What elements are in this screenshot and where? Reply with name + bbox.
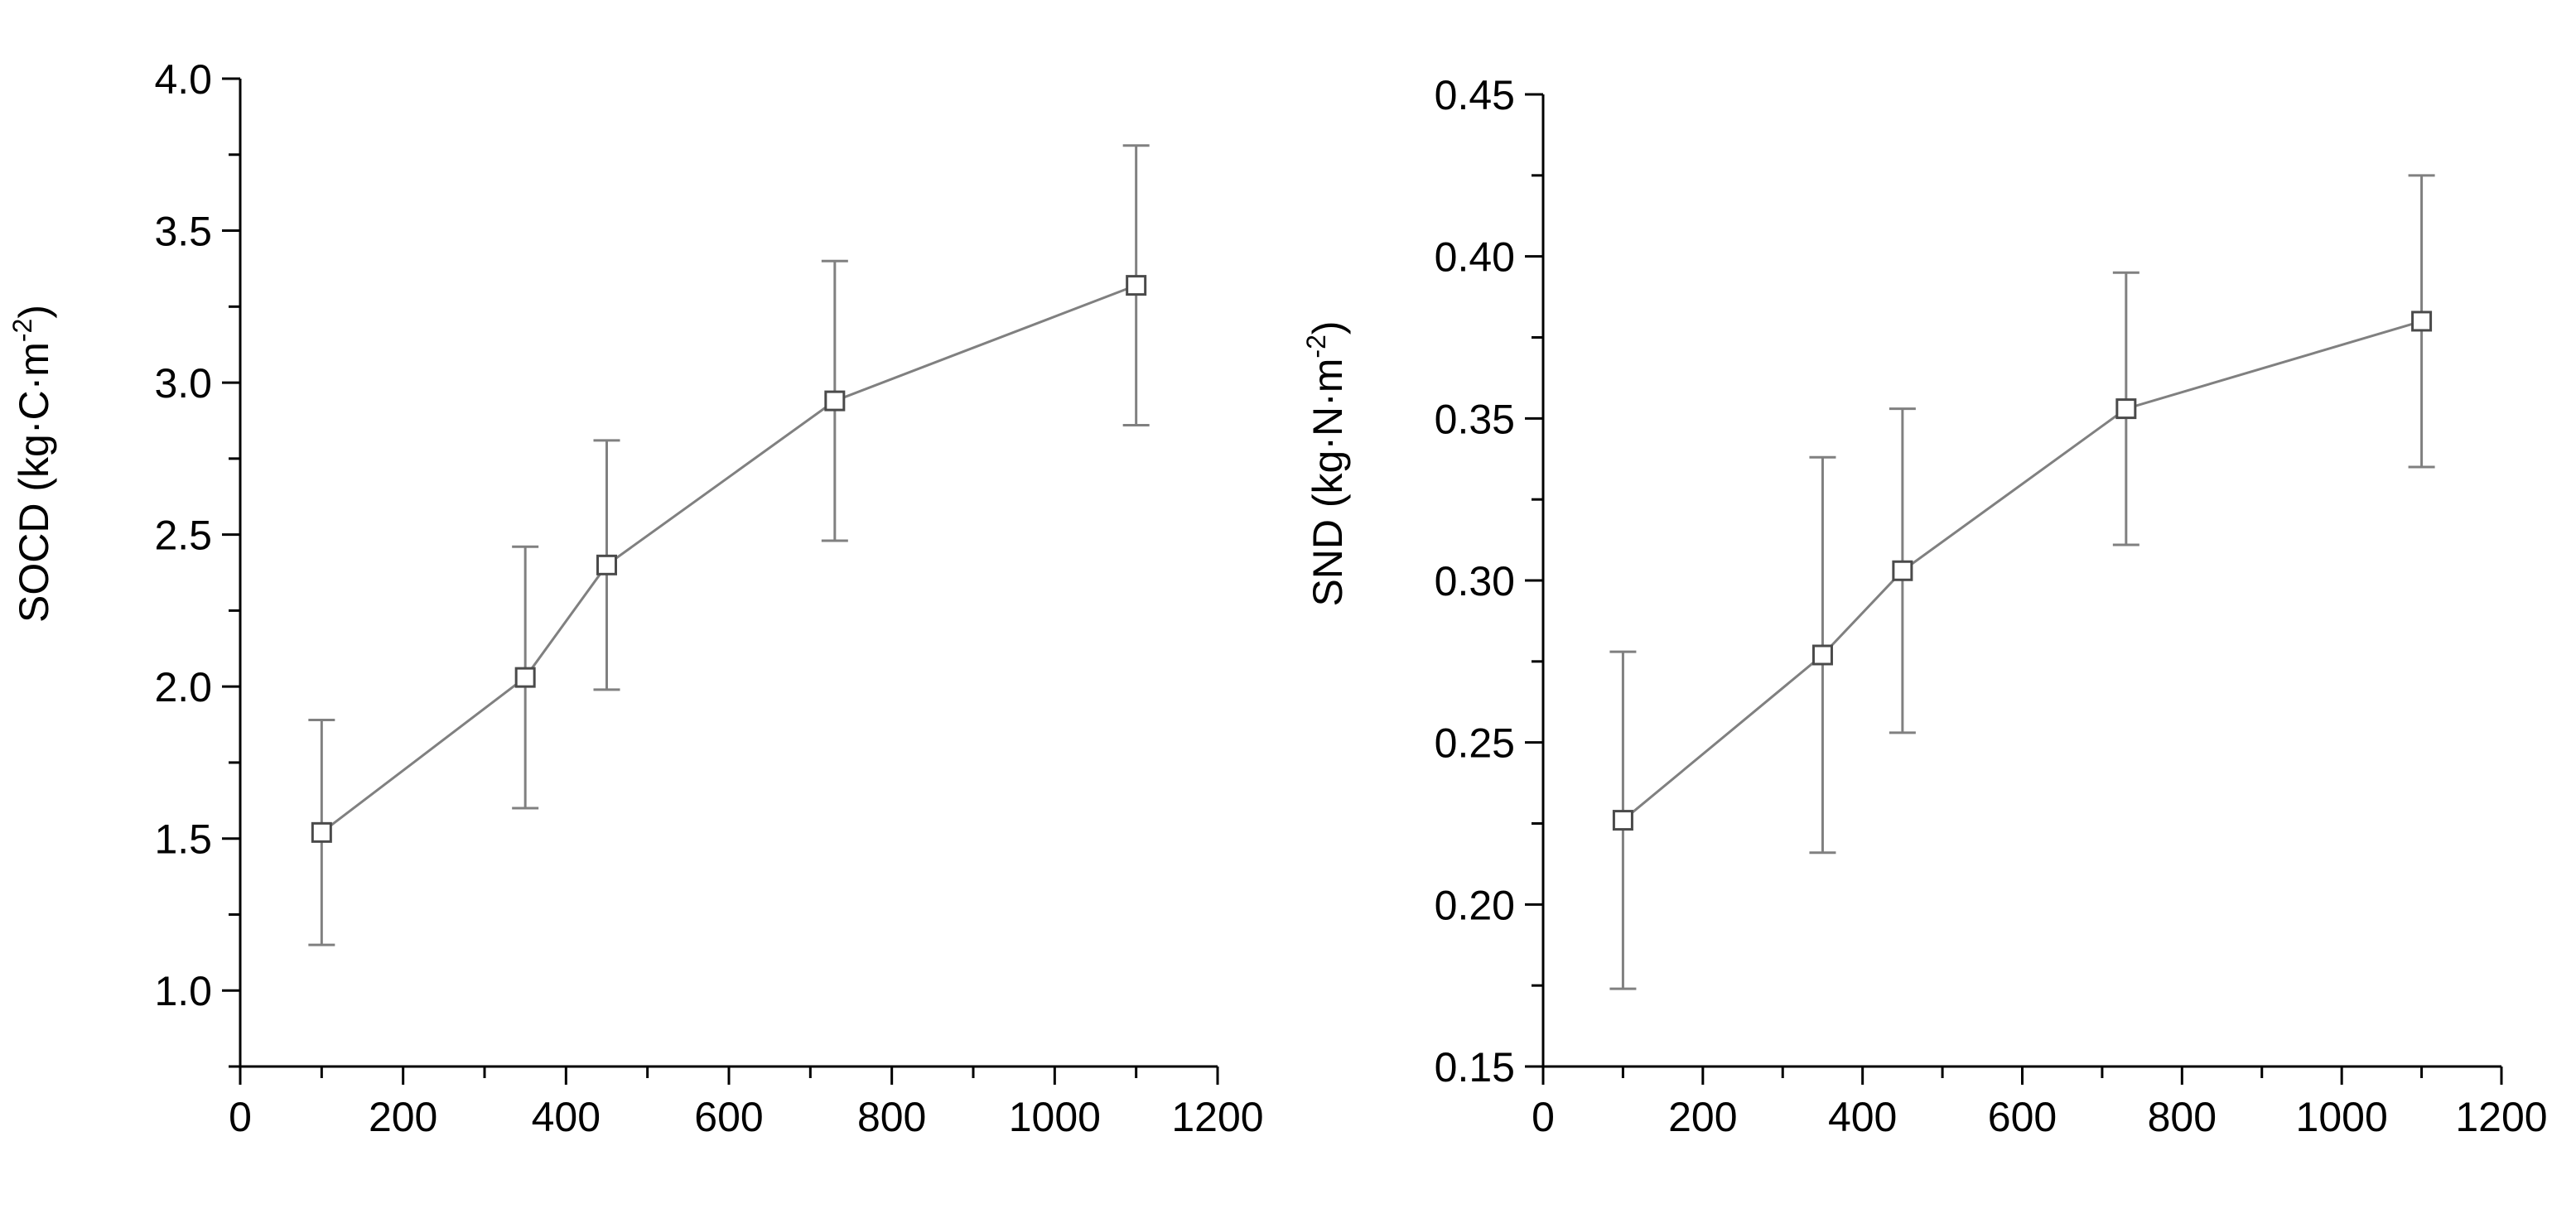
data-point-marker xyxy=(2411,311,2433,332)
x-tick-label: 200 xyxy=(1668,1094,1737,1140)
y-tick-label: 0.25 xyxy=(1435,720,1515,767)
x-tick-label: 800 xyxy=(2148,1094,2217,1140)
y-tick-label: 0.20 xyxy=(1435,882,1515,928)
y-tick-label: 0.45 xyxy=(1435,72,1515,118)
x-tick-label: 400 xyxy=(532,1094,601,1140)
x-tick-label: 1200 xyxy=(1171,1094,1263,1140)
y-axis-title: SND (kg·N·m-2) xyxy=(1301,320,1351,606)
series-line xyxy=(321,284,1137,834)
y-tick-label: 1.0 xyxy=(154,968,212,1014)
x-tick-label: 400 xyxy=(1828,1094,1897,1140)
data-point-marker xyxy=(514,667,536,688)
x-tick-label: 1000 xyxy=(1009,1094,1101,1140)
x-tick-label: 200 xyxy=(369,1094,437,1140)
data-point-marker xyxy=(1126,275,1147,296)
y-axis-title-close: ) xyxy=(1305,320,1351,335)
chart-socd: SOCD (kg·C·m-2) 0 200 400 600 800 1000 1200 1.0… xyxy=(7,56,1264,1140)
y-tick-label: 0.15 xyxy=(1435,1044,1515,1091)
y-tick-label: 2.5 xyxy=(154,513,212,559)
data-point-marker xyxy=(1892,560,1913,581)
series-line xyxy=(1622,320,2423,821)
y-tick-label: 0.40 xyxy=(1435,234,1515,281)
y-tick-label: 0.35 xyxy=(1435,396,1515,442)
y-tick-label: 3.5 xyxy=(154,209,212,255)
y-tick-label: 3.0 xyxy=(154,360,212,407)
x-tick-label: 0 xyxy=(229,1094,252,1140)
data-point-marker xyxy=(1811,644,1833,666)
data-point-marker xyxy=(2115,398,2137,420)
y-axis-title-superscript: -2 xyxy=(7,319,37,342)
y-tick-label: 0.30 xyxy=(1435,558,1515,604)
y-axis-title-main: SOCD (kg·C·m xyxy=(11,342,57,623)
y-axis-title-close: ) xyxy=(11,305,57,319)
data-point-marker xyxy=(311,821,332,843)
y-tick-label: 4.0 xyxy=(154,56,212,103)
data-point-marker xyxy=(596,554,617,575)
y-axis-title-superscript: -2 xyxy=(1301,335,1331,358)
x-tick-label: 1200 xyxy=(2455,1094,2547,1140)
chart-snd: SND (kg·N·m-2) 0 200 400 600 800 1000 1200 0.15… xyxy=(1301,72,2548,1140)
y-axis-title-main: SND (kg·N·m xyxy=(1305,359,1351,607)
x-tick-label: 0 xyxy=(1532,1094,1555,1140)
y-tick-label: 2.0 xyxy=(154,664,212,710)
data-point-marker xyxy=(824,390,846,412)
y-axis-title: SOCD (kg·C·m-2) xyxy=(7,305,57,623)
y-tick-label: 1.5 xyxy=(154,816,212,863)
x-tick-label: 600 xyxy=(1988,1094,2057,1140)
data-point-marker xyxy=(1612,810,1633,831)
x-tick-label: 600 xyxy=(694,1094,763,1140)
x-tick-label: 800 xyxy=(857,1094,926,1140)
x-tick-label: 1000 xyxy=(2296,1094,2388,1140)
